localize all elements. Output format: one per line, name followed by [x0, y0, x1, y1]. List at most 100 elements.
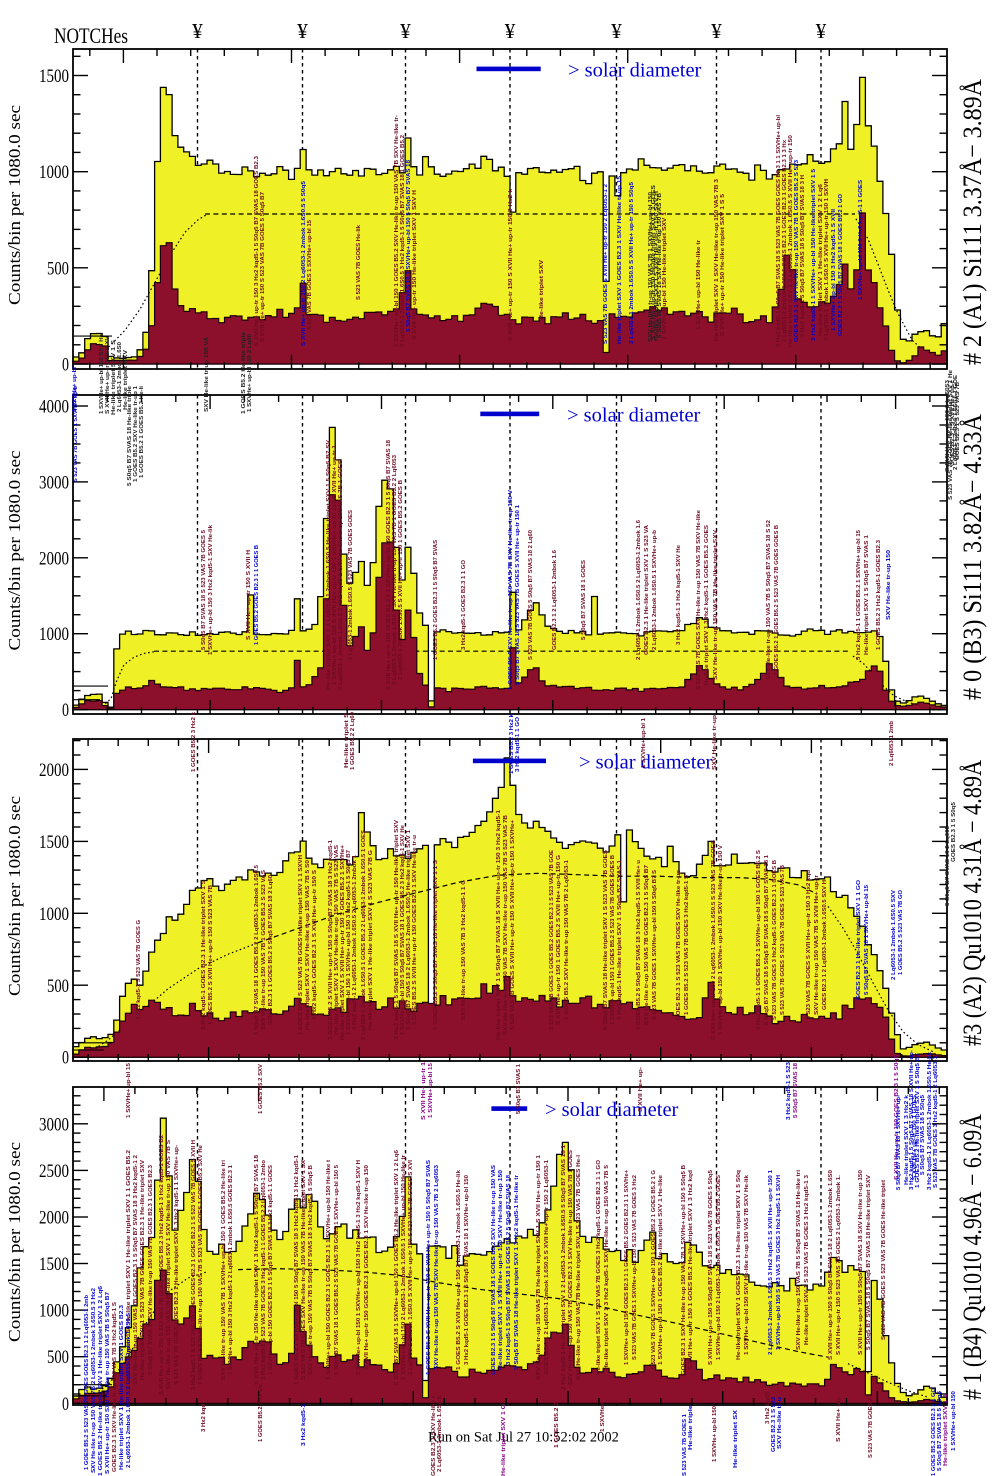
svg-text:1 SXVHe+ up-bl 150 2 Lq6053-1: 1 SXVHe+ up-bl 150 2 Lq6053-1 2mbok 1.6S… — [401, 1154, 407, 1380]
svg-text:1 SXVHe+ up-bl 150: 1 SXVHe+ up-bl 150 — [712, 1406, 718, 1462]
svg-text:S 523 VAS 7B GOES S 523 VAS 7B: S 523 VAS 7B GOES S 523 VAS 7B GOES He-l… — [881, 1180, 887, 1340]
svg-text:S XVII He+ up-tr 150 S XVII He: S XVII He+ up-tr 150 S XVII He+ up-tr 15… — [508, 188, 514, 341]
svg-text:# 1 (B4) Qu1010 4.96Å − 6.09Å: # 1 (B4) Qu1010 4.96Å − 6.09Å — [958, 1114, 987, 1400]
svg-text:0: 0 — [62, 1048, 69, 1069]
svg-text:> solar diameter: > solar diameter — [579, 752, 713, 774]
svg-text:2 Lq6053-1 2mbok 1.6S0.5 SXV: 2 Lq6053-1 2mbok 1.6S0.5 SXV — [891, 890, 897, 980]
svg-text:5 S0q5 B7 SVAS 18 S 523 VAS 7B: 5 S0q5 B7 SVAS 18 S 523 VAS 7B GOES 5 — [201, 530, 207, 650]
svg-text:5 S0q5 B7 SVAS 18 5 S0q5 B7 SV: 5 S0q5 B7 SVAS 18 5 S0q5 B7 SVAS 18 He-l… — [866, 1175, 872, 1350]
svg-text:SXV He-like tr-up 150 VAS 7B 3: SXV He-like tr-up 150 VAS 7B 3 Hx2 kqd5-… — [461, 880, 467, 1020]
svg-text:GOES B2.3 1 S 523 VAS 7B GOES: GOES B2.3 1 S 523 VAS 7B GOES SXV He-lik… — [676, 869, 682, 1020]
svg-text:1 SXVHe+ up-bl 150 1 GOES B5.2: 1 SXVHe+ up-bl 150 1 GOES B5.2 He-like t… — [658, 1175, 664, 1365]
svg-text:1 GOES B5.2 S 523 VAS 7B GO: 1 GOES B5.2 S 523 VAS 7B GO — [898, 889, 904, 975]
svg-text:1 SXVHe+ up-bl 150 3 Hx2 kqd5-: 1 SXVHe+ up-bl 150 3 Hx2 kqd5-1 SXV He-l… — [208, 524, 214, 655]
svg-text:He-like triplet SXV 1 S XVII H: He-like triplet SXV 1 S XVII He+ up-tr 1… — [498, 1170, 504, 1370]
svg-text:3 Hx2 kqd5-1 GOES B2.3 1 5 S0q: 3 Hx2 kqd5-1 GOES B2.3 1 5 S0q5 B7 SVAS … — [464, 1175, 470, 1365]
svg-text:2 Lq6053-1 2mbok 1.6S0.5 3 Hx2: 2 Lq6053-1 2mbok 1.6S0.5 3 Hx2 kqd5-1 S … — [768, 1170, 774, 1355]
svg-text:S XVII He+ up-tr 150 1 GOES: S XVII He+ up-tr 150 1 GOES — [912, 1095, 918, 1180]
svg-text:3 Hx2 kqd5-1 2 Lq6053-1 2mbok: 3 Hx2 kqd5-1 2 Lq6053-1 2mbok 1.6S0.5 He… — [927, 1051, 933, 1190]
svg-text:GOES B2.3 1 SXV He-like tr-up: GOES B2.3 1 SXV He-like tr-up 150 VAS 7B… — [112, 1302, 118, 1472]
svg-text:S XVII He+ up-tr 150 5 S0q5 B7: S XVII He+ up-tr 150 5 S0q5 B7 SVAS 18 S… — [708, 1170, 714, 1365]
svg-text:3 Hx2 kqd5-1 3 Hx2 kqd5-1 SXV: 3 Hx2 kqd5-1 3 Hx2 kqd5-1 SXV He — [676, 545, 682, 645]
svg-text:2 Lq6053-1 2mbok 1.6S0: 2 Lq6053-1 2mbok 1.6S0 — [117, 342, 123, 412]
svg-text:500: 500 — [47, 976, 69, 997]
svg-text:S 523 VAS 7B GOES 3 Hx2 kqd5-1: S 523 VAS 7B GOES 3 Hx2 kqd5-1 2 Lq6053-… — [933, 1056, 939, 1188]
svg-text:3 Hx2 kqd5-1 GOES B2.3 1 S XVI: 3 Hx2 kqd5-1 GOES B2.3 1 S XVII He+ up-t… — [312, 870, 318, 1020]
svg-text:3 Hx2 kqd5-1 1 GOES B5.2 1 SXV: 3 Hx2 kqd5-1 1 GOES B5.2 1 SXVHe+ up-bl … — [856, 530, 862, 660]
svg-text:2000: 2000 — [39, 1208, 69, 1229]
svg-text:5 S0q5 B7 SVAS 18 He-like trip: 5 S0q5 B7 SVAS 18 He-like triplet SXV 1 … — [603, 850, 609, 1030]
svg-text:1 SXVHe+ up-bl 150 S 523 VAS 7: 1 SXVHe+ up-bl 150 S 523 VAS 7B GOES 3 H… — [776, 1175, 782, 1350]
svg-text:SXV He-like tr-up 150 VAS 7B H: SXV He-like tr-up 150 VAS 7B He-like tri… — [713, 530, 719, 680]
svg-text:SXV He-like tr-up 150 VAS 7B 5: SXV He-like tr-up 150 VAS 7B 5 S0q5 B7 S… — [308, 1165, 314, 1375]
svg-text:Counts/bin per 1080.0 sec: Counts/bin per 1080.0 sec — [5, 104, 24, 305]
svg-text:¥: ¥ — [611, 19, 622, 43]
svg-text:2 Lq6053-1 2mbok 1.6S0.5: 2 Lq6053-1 2mbok 1.6S0.5 — [437, 1396, 443, 1472]
svg-text:> solar diameter: > solar diameter — [567, 405, 701, 427]
svg-text:3000: 3000 — [39, 1114, 69, 1135]
svg-text:1 GOES B5.2 GOES B2.3 1 1 GO: 1 GOES B5.2 GOES B2.3 1 1 GO — [931, 1387, 937, 1476]
svg-text:GOES B2.3 1 S XVII He+ up-t: GOES B2.3 1 S XVII He+ up-t — [950, 381, 956, 466]
svg-text:S 523 VAS 7B GOES 1 SXVHe+ up-: S 523 VAS 7B GOES 1 SXVHe+ up-bl 150 5 S… — [652, 870, 658, 1020]
svg-text:1 SXVHe+ up-bl 150 1 GOES B5.2: 1 SXVHe+ up-bl 150 1 GOES B5.2 S 523 VAS… — [610, 855, 616, 1025]
svg-text:S XVII He+ up-tr 150 2 Lq6053: S XVII He+ up-tr 150 2 Lq6053 — [945, 380, 951, 472]
svg-text:5 S0q5 B7 SVAS 18 1 GOES: 5 S0q5 B7 SVAS 18 1 GOES — [581, 560, 587, 640]
svg-text:1 GOES B5.2 5 S0q5 B7 SVAS 18: 1 GOES B5.2 5 S0q5 B7 SVAS 18 He-like tr… — [433, 860, 439, 1030]
svg-text:He-like triplet SXV 1 SXV He-l: He-like triplet SXV 1 SXV He-like tr-up … — [305, 860, 311, 1030]
svg-text:3 Hx2 kqd5-1 S 523 VAS 7B GOES: 3 Hx2 kqd5-1 S 523 VAS 7B GOES G — [136, 920, 142, 1020]
svg-text:3 Hx2 kqd5-1 GOES B2.3 1 1 GO: 3 Hx2 kqd5-1 GOES B2.3 1 1 GO — [461, 559, 467, 650]
svg-text:2 Lq6053-1 2mb: 2 Lq6053-1 2mb — [889, 720, 895, 766]
svg-text:3 Hx2 kqd5-1 S 523 VAS 7B GOES: 3 Hx2 kqd5-1 S 523 VAS 7B GOES 3 Hx2 kqd… — [261, 1159, 267, 1380]
svg-text:1 SXVHe+ up-bl 150 1 SXVHe+ up: 1 SXVHe+ up-bl 150 1 SXVHe+ up-bl 150 3 … — [346, 850, 352, 1035]
svg-text:S XVII He+ up-tr 150 He-like t: S XVII He+ up-tr 150 He-like triplet SXV… — [126, 1150, 132, 1390]
svg-text:500: 500 — [47, 258, 69, 279]
svg-text:SXV He-like tr-up 150 VAS 7B 1: SXV He-like tr-up 150 VAS 7B 1 GOES B5.2… — [261, 870, 267, 1030]
svg-text:1 GOES B5.2 5 S0q5 B7 SVAS 18: 1 GOES B5.2 5 S0q5 B7 SVAS 18 3 Hx2 kqd5… — [636, 859, 642, 1030]
svg-text:He-like triplet SXV 1 GOES B2.: He-like triplet SXV 1 GOES B2.3 1 He-lik… — [736, 1169, 742, 1360]
svg-text:S XVII He+ up-: S XVII He+ up- — [836, 1396, 842, 1442]
svg-text:He-like triplet SXV 1 SXV He-l: He-like triplet SXV 1 SXV He-like tr-up … — [714, 179, 720, 341]
svg-text:He-like triplet SXV 1 SXV He-l: He-like triplet SXV 1 SXV He-like tr-up … — [334, 845, 340, 1035]
svg-text:NOTCHes: NOTCHes — [54, 23, 128, 48]
svg-text:SXV He-like tr-up 150: SXV He-like tr-up 150 — [886, 550, 892, 620]
svg-text:1 GOES B5.2 3 Hx2 kqd5-1 GOES: 1 GOES B5.2 3 Hx2 kqd5-1 GOES B2.3 — [876, 540, 882, 650]
svg-text:SXV He-like tr-up 150 VAS 7B G: SXV He-like tr-up 150 VAS 7B GOES B2.3 1… — [568, 1150, 574, 1385]
svg-text:5 S0q5 B7 SVAS 18 5 S0q5: 5 S0q5 B7 SVAS 18 5 S0q5 — [937, 1391, 943, 1471]
svg-text:#3 (A2) Qu1010 4.31Å − 4.89Å: #3 (A2) Qu1010 4.31Å − 4.89Å — [958, 760, 987, 1046]
svg-text:He-like triplet SXV 1 5 S0q5 B: He-like triplet SXV 1 5 S0q5 B7 SVAS 1 — [864, 535, 870, 655]
svg-text:2 Lq6053-1 2mbok 1.6S0.5 3 Hx2: 2 Lq6053-1 2mbok 1.6S0.5 3 Hx2 kqd5-1 5 … — [400, 135, 406, 347]
svg-text:1 GOES B5.2 S 523 VAS 7B GOES: 1 GOES B5.2 S 523 VAS 7B GOES GOES B2.3 … — [84, 1294, 90, 1470]
svg-text:1 SXVHe+ up-bl 150 1 GOES B5.2: 1 SXVHe+ up-bl 150 1 GOES B5.2 SXV He-li… — [394, 115, 400, 347]
svg-text:S 523 VAS 7B GOES SXV He-like: S 523 VAS 7B GOES SXV He-like tr-up 150 … — [696, 510, 702, 690]
svg-text:0: 0 — [62, 700, 69, 721]
svg-text:SXV He-like tr-up 150 VAS 7B H: SXV He-like tr-up 150 VAS 7B He-like tri… — [166, 1140, 172, 1390]
svg-text:SXV He-like tr-up 150 VAS 7B S: SXV He-like tr-up 150 VAS 7B SXV He-like… — [434, 1165, 440, 1370]
svg-text:3000: 3000 — [39, 472, 69, 493]
svg-text:1 SXVHe+ up-bl 1: 1 SXVHe+ up-bl 1 — [641, 718, 647, 768]
svg-text:# 0 (B3) Si111 3.82Å− 4.33Å: # 0 (B3) Si111 3.82Å− 4.33Å — [958, 414, 987, 700]
svg-text:S XVII He+ up-tr 150 GOES B2.3: S XVII He+ up-tr 150 GOES B2.3 1 1 SXVHe… — [386, 440, 392, 690]
svg-text:GOES B2.3 1 He-like triplet SX: GOES B2.3 1 He-like triplet SXV 1 S 523 … — [644, 525, 650, 655]
svg-text:3 Hx2 kqd5-1 GOES B2.3 1 He-li: 3 Hx2 kqd5-1 GOES B2.3 1 He-like triplet… — [201, 880, 207, 1030]
svg-text:He-like triplet SXV 1 S 523 VA: He-like triplet SXV 1 S 523 VAS 7B GOES … — [596, 1159, 602, 1375]
svg-text:GOES B2.3 1 2 Lq6053-1 2mbok 1: GOES B2.3 1 2 Lq6053-1 2mbok 1.6S0.5 SXV… — [822, 880, 828, 1010]
svg-text:He-like triplet SXV 1 G: He-like triplet SXV 1 G — [501, 1404, 507, 1476]
svg-text:5 S0q5 B7 SVAS 18 5 S0q5 B7 SV: 5 S0q5 B7 SVAS 18 5 S0q5 B7 SVAS 18 5 S0… — [764, 855, 770, 1025]
svg-text:S 523 VAS 7B GOES 1 SXVHe+ up-: S 523 VAS 7B GOES 1 SXVHe+ up-b — [73, 385, 79, 482]
svg-text:1 SXVHe+ up-bl 150 SXV He: 1 SXVHe+ up-bl 150 SXV He — [99, 334, 105, 414]
svg-text:0: 0 — [62, 1394, 69, 1415]
svg-text:3 Hx2 kqd5-1: 3 Hx2 kqd5-1 — [301, 1404, 307, 1446]
svg-text:2 Lq6053-1 2mbok 1.6S0.5 2 Lq6: 2 Lq6053-1 2mbok 1.6S0.5 2 Lq6053-1 2mbo… — [636, 520, 642, 660]
svg-text:He-like triplet SXV 1 2 Lq6053: He-like triplet SXV 1 2 Lq6053-1 2mbok 1… — [788, 135, 794, 347]
svg-text:¥: ¥ — [816, 19, 827, 43]
svg-text:He-like triplet SXV 1 S 523 VA: He-like triplet SXV 1 S 523 VAS 7B GOES … — [804, 1175, 810, 1345]
svg-text:1500: 1500 — [39, 1254, 69, 1275]
svg-text:SXV He-like tr-up 150 VAS 7B 1: SXV He-like tr-up 150 VAS 7B 1 SXVHe+ up… — [648, 192, 654, 342]
svg-text:1 SXVHe+ up-bl 15: 1 SXVHe+ up-bl 15 — [126, 1063, 132, 1118]
svg-text:0: 0 — [62, 355, 69, 376]
svg-text:SXV He-like tr-up 150 VAS 7B 5: SXV He-like tr-up 150 VAS 7B 5 S0q5 B7 S… — [766, 520, 772, 680]
svg-text:SXV He-like tr-up 150 VAS 7B G: SXV He-like tr-up 150 VAS 7B GOES B2.3 1… — [644, 865, 650, 1025]
svg-text:3 Hx2 kqd5-1 He-like triplet S: 3 Hx2 kqd5-1 He-like triplet SXV 1 5 S0q… — [617, 860, 623, 1020]
svg-text:1 GOES B5.2 S XVII He+ up-tr 1: 1 GOES B5.2 S XVII He+ up-tr 150 5 S0q5 … — [328, 840, 334, 1040]
svg-text:1 SXVHe+ up-bl 150 S XVII He+: 1 SXVHe+ up-bl 150 S XVII He+ up-tr 150 … — [332, 445, 338, 685]
